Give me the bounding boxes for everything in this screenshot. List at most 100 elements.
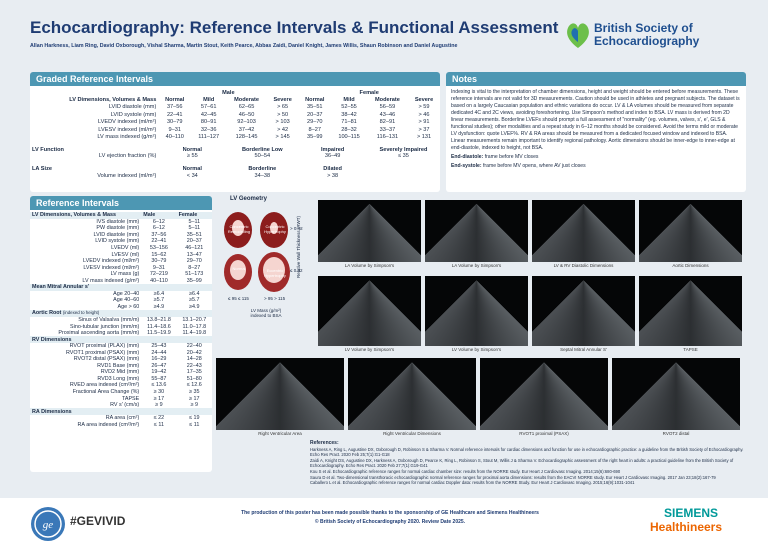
group-row: Male Female bbox=[30, 89, 440, 96]
reference: Kou S et al. Echocardiographic reference… bbox=[310, 468, 621, 474]
echo-image bbox=[612, 358, 740, 430]
cell: > 38 bbox=[327, 172, 339, 179]
cell: 5–11 bbox=[188, 225, 201, 232]
hearts bbox=[224, 212, 290, 292]
cell: 37–56 bbox=[166, 104, 183, 111]
column-header: Dilated bbox=[323, 166, 342, 173]
column-header: Female bbox=[176, 212, 212, 219]
cell bbox=[30, 89, 158, 96]
image-caption: LV Volume by Simpson's bbox=[451, 347, 502, 352]
cell: > 50 bbox=[277, 111, 289, 118]
cell: 20–42 bbox=[186, 349, 202, 356]
cell: TAPSE bbox=[121, 395, 140, 402]
row: RV s' (cm/s) ≥ 9 ≥ 9 bbox=[30, 402, 212, 409]
echo-image bbox=[348, 358, 476, 430]
copyright: © British Society of Echocardiography 20… bbox=[314, 519, 466, 525]
cell: 13.1–20.7 bbox=[182, 317, 207, 324]
image-caption: LA Volume by Simpson's bbox=[344, 263, 395, 268]
cell: 35–51 bbox=[186, 231, 202, 238]
cell: ≥5.7 bbox=[189, 297, 200, 304]
cell: IVS diastole (mm) bbox=[96, 218, 140, 225]
cell: 46–50 bbox=[238, 111, 255, 118]
healthineers: Healthineers bbox=[650, 520, 723, 534]
cell: RVED area indexed (cm²/m²) bbox=[69, 382, 140, 389]
cell: ≤ 13.6 bbox=[151, 382, 167, 389]
cell: 82–91 bbox=[379, 119, 396, 126]
cell: 37–42 bbox=[238, 126, 255, 133]
cell: > 37 bbox=[418, 126, 430, 133]
cell: 30–79 bbox=[151, 258, 167, 265]
row: Age > 60 ≥4.9 ≥4.9 bbox=[30, 304, 212, 311]
row: LV mass indexed (g/m²) 40–110 35–99 bbox=[30, 277, 212, 284]
row: LVESV (ml) 15–62 13–47 bbox=[30, 251, 212, 258]
sub-header: LV Function Normal Borderline Low Impaired S… bbox=[30, 141, 440, 153]
cell: 26–47 bbox=[151, 362, 167, 369]
cell: LVID systole (mm) bbox=[110, 111, 157, 118]
column-header: Borderline bbox=[248, 166, 277, 173]
echo-image bbox=[639, 200, 742, 262]
cell: LVEDV indexed (ml/m²) bbox=[97, 119, 157, 126]
cell: LV mass (g) bbox=[110, 271, 140, 278]
cell: 80–91 bbox=[200, 119, 217, 126]
row: Proximal ascending aorta (mm/m) 11.5–19.9… bbox=[30, 330, 212, 337]
svg-text:ge: ge bbox=[43, 519, 54, 531]
cell: RVOT1 proximal (PSAX) (mm) bbox=[65, 349, 140, 356]
echo-image bbox=[425, 200, 528, 262]
row: RVOT1 proximal (PSAX) (mm) 24–44 20–42 bbox=[30, 349, 212, 356]
cell bbox=[141, 408, 212, 415]
column-header: Mild bbox=[343, 97, 355, 104]
term: End-systole: bbox=[451, 163, 482, 169]
row: Age 20–40 ≥6.4 ≥6.4 bbox=[30, 291, 212, 298]
cell: LV mass indexed (g/m²) bbox=[82, 277, 140, 284]
cell: 100–115 bbox=[338, 134, 360, 141]
cell: LV mass indexed (g/m²) bbox=[97, 134, 157, 141]
cell: 25–43 bbox=[151, 343, 167, 350]
column-header: Severe bbox=[414, 97, 434, 104]
cell: ≤ 11 bbox=[153, 421, 164, 428]
cell: > 65 bbox=[277, 104, 289, 111]
geometry-title: LV Geometry bbox=[230, 196, 267, 202]
image-caption: Septal Mitral Annular S' bbox=[560, 347, 607, 352]
cell: 6–12 bbox=[152, 225, 165, 232]
echo-image bbox=[318, 200, 421, 262]
cell: 29–70 bbox=[306, 119, 323, 126]
row: LV mass (g) 72–219 51–173 bbox=[30, 271, 212, 278]
cell: ≥ 35 bbox=[189, 389, 200, 396]
cell: Volume indexed (ml/m²) bbox=[97, 172, 157, 179]
cell: 35–99 bbox=[306, 134, 323, 141]
cell: ≥ 30 bbox=[153, 389, 165, 396]
term: End-diastole: bbox=[451, 154, 484, 160]
image-caption: Right Ventricular Dimensions bbox=[383, 431, 441, 436]
sub-title: LA Size bbox=[32, 166, 52, 173]
sponsor: The production of this poster has been m… bbox=[241, 510, 539, 516]
cell: 13.8–21.8 bbox=[146, 317, 171, 324]
cell: 11.4–18.6 bbox=[147, 323, 171, 330]
column-row: LV Dimensions, Volumes & Mass Normal Mild M… bbox=[30, 96, 440, 103]
cell bbox=[141, 336, 212, 343]
image-caption: RVOT2 distal bbox=[662, 431, 690, 436]
graded-panel: Graded Reference Intervals Male Female LV … bbox=[30, 72, 440, 192]
heart-label: Concentric Remodelling bbox=[227, 224, 251, 234]
cell: RV s' (cm/s) bbox=[110, 402, 140, 409]
cell: > 46 bbox=[418, 111, 430, 118]
cell: 40–110 bbox=[150, 277, 168, 284]
panel-title: Reference Intervals bbox=[30, 196, 212, 210]
cell: Fractional Area Change (%) bbox=[72, 389, 140, 396]
reference: Caballero L et al. Echocardiographic ref… bbox=[310, 480, 635, 486]
heart-label: Concentric Hypertrophy bbox=[264, 224, 286, 234]
cell bbox=[141, 310, 212, 317]
cell: ≥ 55 bbox=[186, 153, 198, 160]
heart-label: Eccentric Hypertrophy bbox=[264, 268, 286, 278]
section-title: RV Dimensions bbox=[30, 336, 142, 343]
column-header: Moderate bbox=[234, 97, 259, 104]
cell: 35–51 bbox=[306, 104, 323, 111]
cell: 32–36 bbox=[200, 126, 217, 133]
row: LVID systole (mm) 22–41 20–37 bbox=[30, 238, 212, 245]
cell: 55–87 bbox=[151, 375, 167, 382]
reference: Zaidi A, Knight DS, Augustine DX, Harkne… bbox=[310, 457, 734, 469]
cell: LVEDV indexed (ml/m²) bbox=[83, 258, 140, 265]
cell: 24–44 bbox=[151, 349, 167, 356]
cell bbox=[141, 284, 212, 291]
cell: 9–31 bbox=[168, 126, 181, 133]
